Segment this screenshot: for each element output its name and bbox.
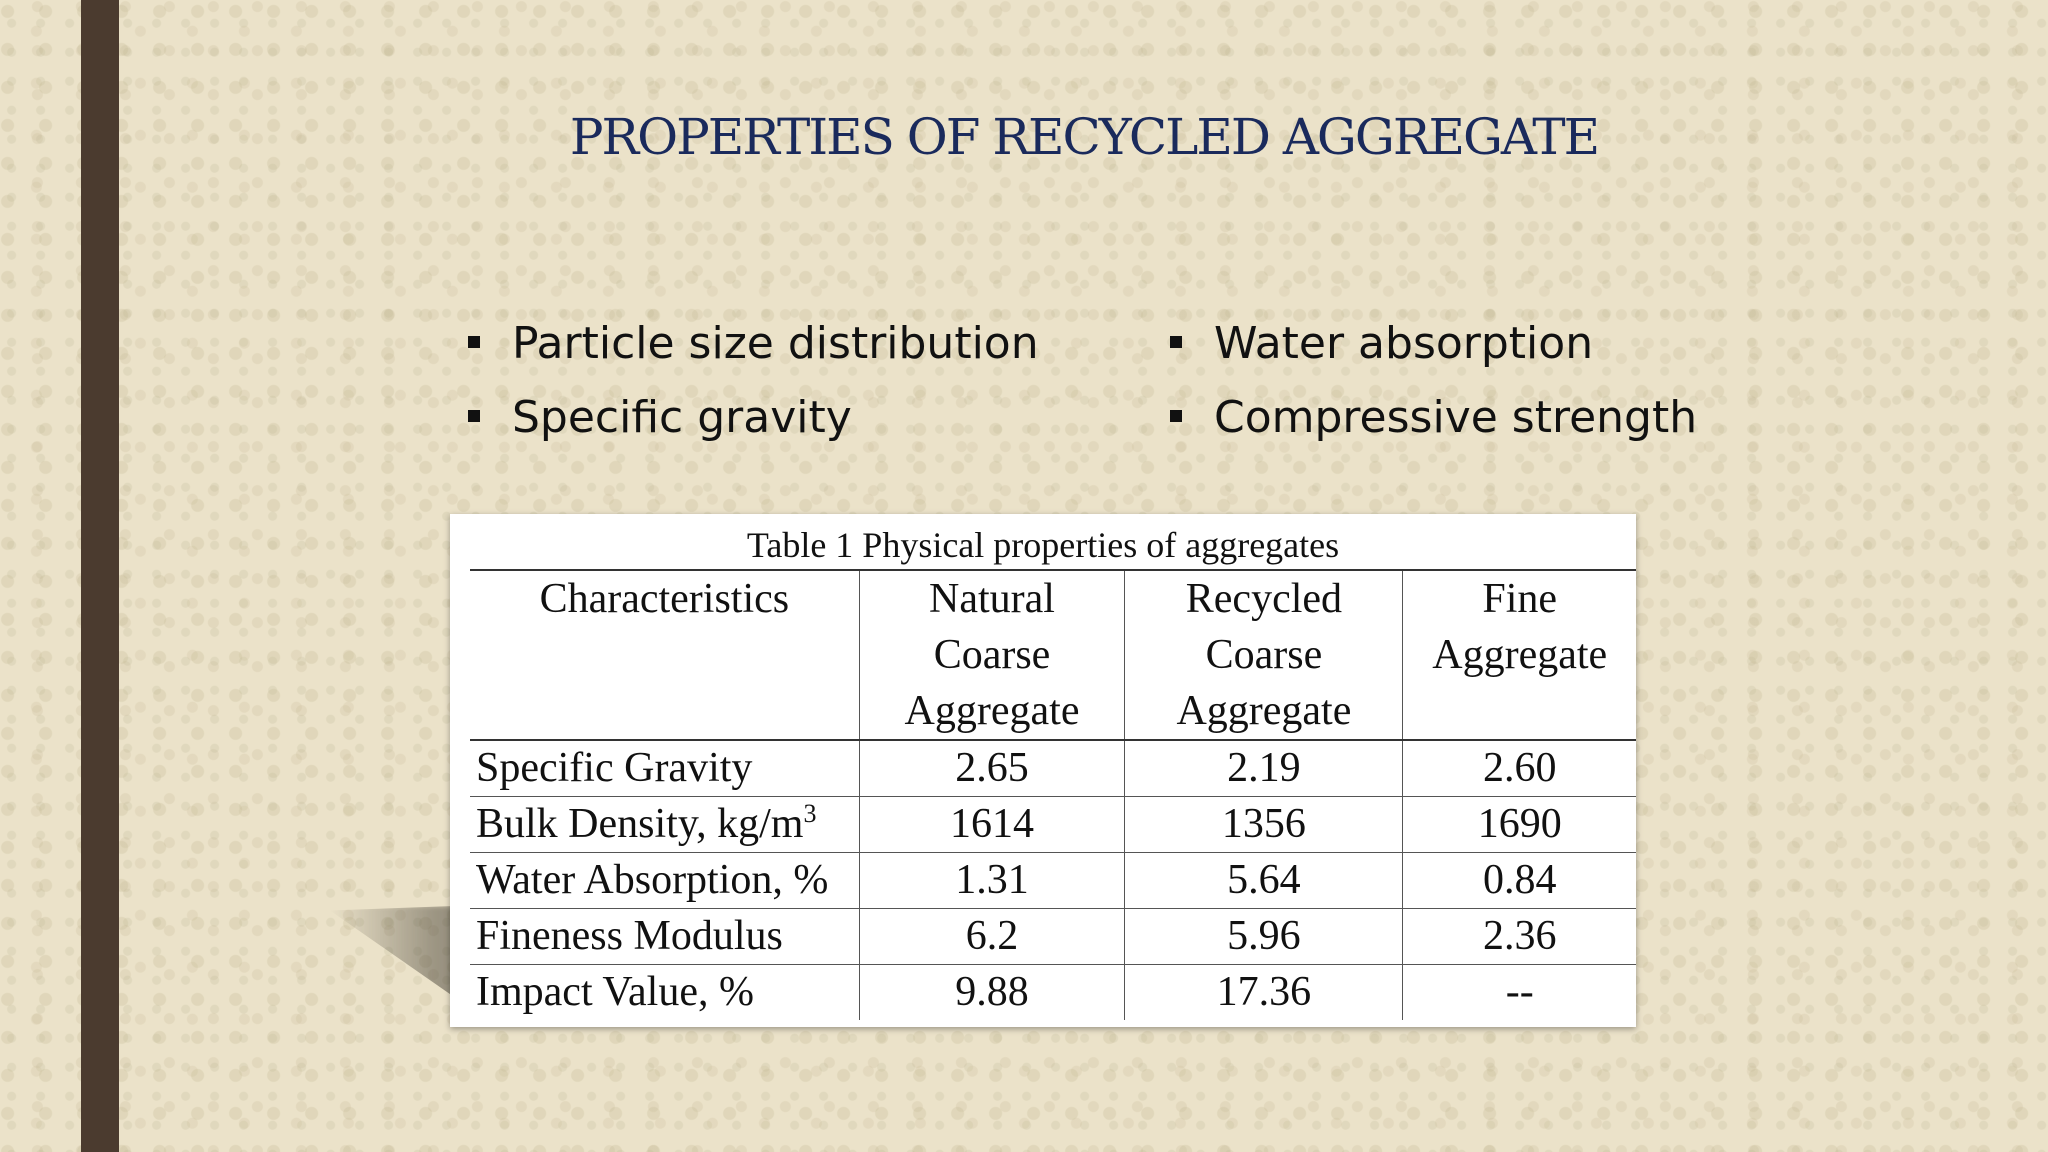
square-bullet-icon: [468, 336, 480, 348]
row-label: Fineness Modulus: [470, 908, 860, 965]
bullet-list-left: Particle size distribution Specific grav…: [468, 312, 1039, 460]
table-cell: 17.36: [1124, 964, 1403, 1020]
table-row: Water Absorption, % 1.31 5.64 0.84: [470, 852, 1636, 909]
bullet-text: Specific gravity: [512, 392, 852, 443]
table-cell: 5.64: [1124, 852, 1403, 909]
table-cell: 2.60: [1402, 740, 1636, 797]
square-bullet-icon: [1170, 336, 1182, 348]
row-label: Specific Gravity: [470, 740, 860, 797]
bullet-text: Water absorption: [1214, 318, 1594, 369]
table-cell: 1356: [1124, 796, 1403, 853]
table-cell: 1.31: [858, 852, 1125, 909]
table-row: Specific Gravity 2.65 2.19 2.60: [470, 740, 1636, 797]
bullet-text: Compressive strength: [1214, 392, 1698, 443]
column-header: Characteristics: [470, 569, 860, 741]
slide-title: PROPERTIES OF RECYCLED AGGREGATE: [569, 108, 1600, 166]
properties-table: Characteristics Natural Coarse Aggregate…: [470, 569, 1636, 1020]
column-header: Natural Coarse Aggregate: [858, 569, 1125, 741]
left-accent-bar: [81, 0, 119, 1152]
table-cell: 1614: [858, 796, 1125, 853]
bullet-item: Specific gravity: [468, 386, 1039, 460]
square-bullet-icon: [468, 410, 480, 422]
row-label: Bulk Density, kg/m3: [470, 796, 860, 853]
bullet-list-right: Water absorption Compressive strength: [1170, 312, 1697, 460]
column-header: Fine Aggregate: [1402, 569, 1636, 741]
table-cell: 6.2: [858, 908, 1125, 965]
table-header-row: Characteristics Natural Coarse Aggregate…: [470, 569, 1636, 741]
row-label: Impact Value, %: [476, 969, 754, 1015]
bullet-item: Water absorption: [1170, 312, 1697, 386]
table-cell: 2.19: [1124, 740, 1403, 797]
table-row: Bulk Density, kg/m3 1614 1356 1690: [470, 796, 1636, 853]
bullet-item: Compressive strength: [1170, 386, 1697, 460]
table-cell: 0.84: [1402, 852, 1636, 909]
column-header: Recycled Coarse Aggregate: [1124, 569, 1403, 741]
table-row: Fineness Modulus 6.2 5.96 2.36: [470, 908, 1636, 965]
table-caption: Table 1 Physical properties of aggregate…: [746, 525, 1340, 565]
square-bullet-icon: [1170, 410, 1182, 422]
table-cell: 2.65: [858, 740, 1125, 797]
table-cell: 5.96: [1124, 908, 1403, 965]
table-cell: 9.88: [858, 964, 1125, 1020]
table-cell: 2.36: [1402, 908, 1636, 965]
table-cell: --: [1402, 964, 1636, 1020]
bullet-item: Particle size distribution: [468, 312, 1039, 386]
bullet-text: Particle size distribution: [512, 318, 1039, 369]
row-label: Water Absorption, %: [470, 852, 860, 909]
table-row: Impact Value, % 9.88 17.36 --: [470, 964, 1636, 1020]
table-image: Table 1 Physical properties of aggregate…: [450, 514, 1636, 1027]
table-cell: 1690: [1402, 796, 1636, 853]
